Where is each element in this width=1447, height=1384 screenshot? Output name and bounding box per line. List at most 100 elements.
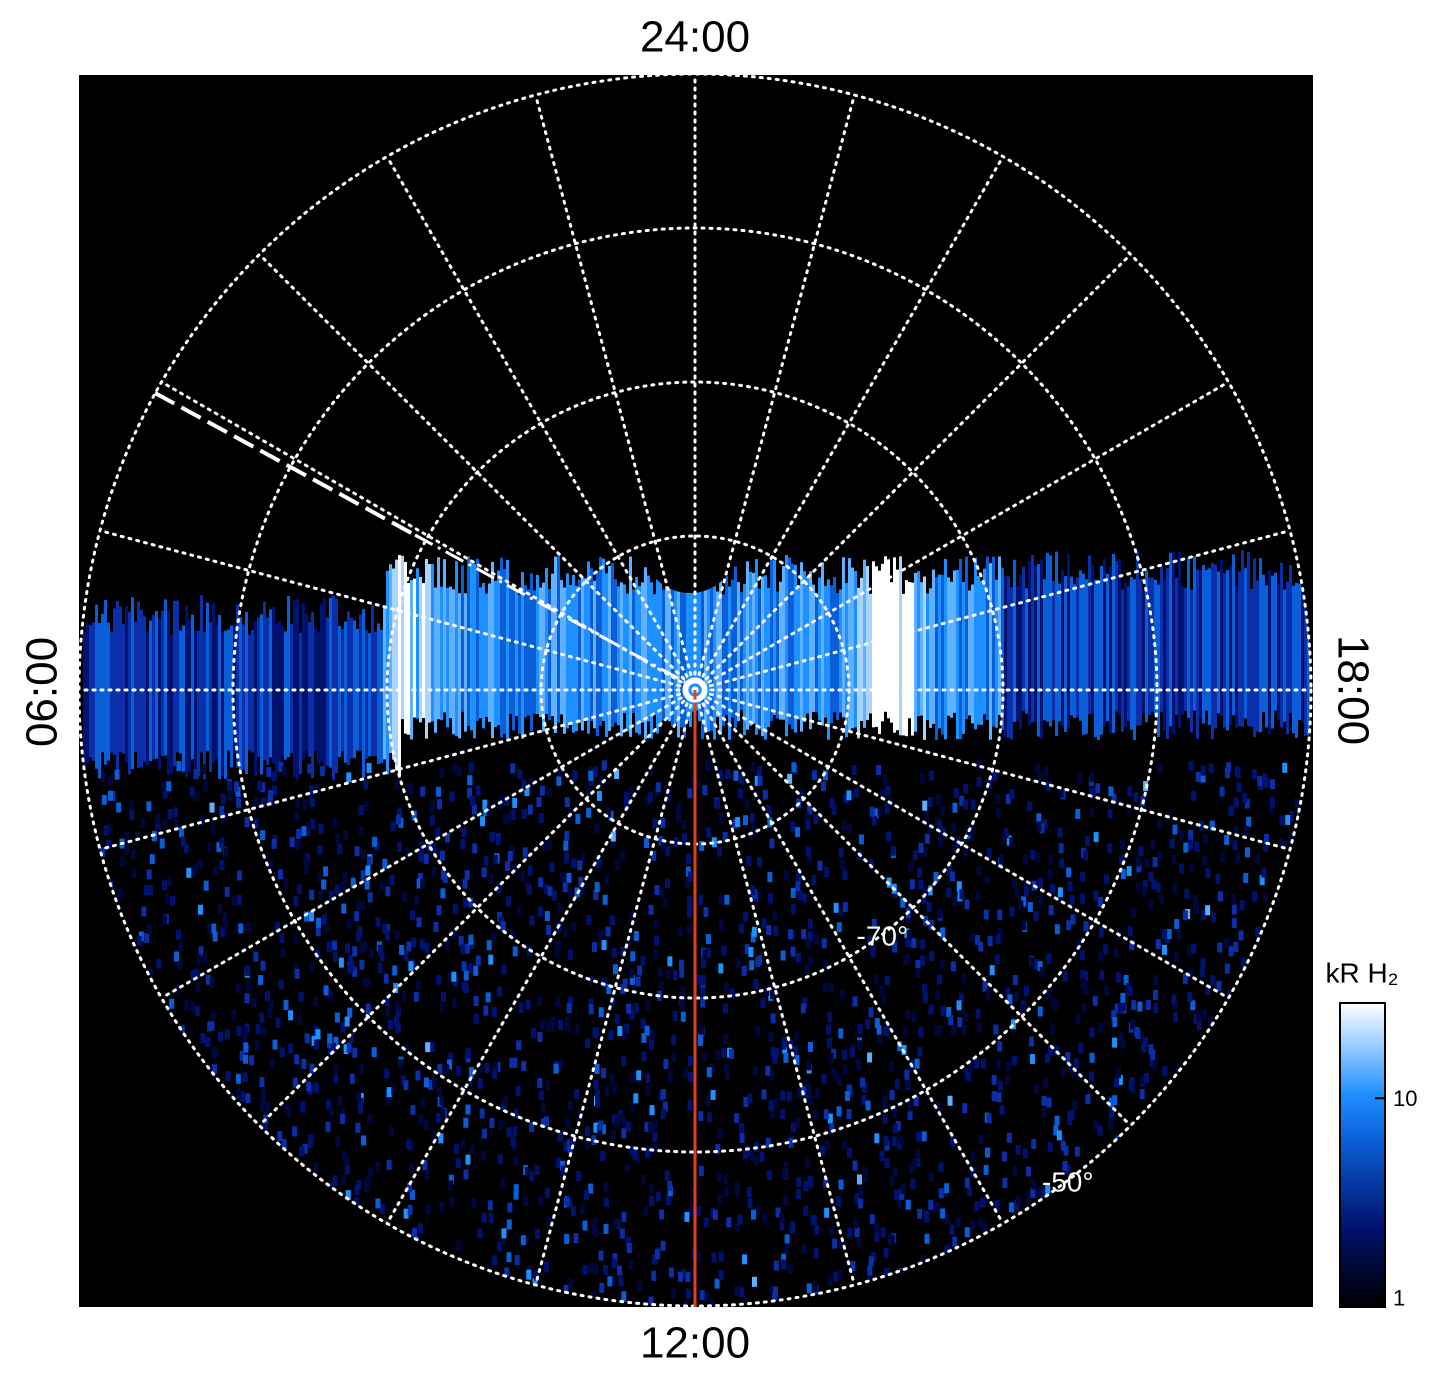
emission-speckle bbox=[805, 846, 811, 857]
emission-speckle bbox=[258, 975, 264, 986]
emission-speckle bbox=[946, 1006, 952, 1017]
emission-speckle bbox=[301, 1058, 307, 1069]
emission-streak bbox=[1172, 551, 1175, 735]
emission-streak bbox=[209, 622, 212, 773]
emission-speckle bbox=[246, 923, 252, 934]
emission-speckle bbox=[417, 872, 423, 883]
emission-speckle bbox=[614, 1117, 620, 1128]
emission-speckle bbox=[828, 1052, 834, 1063]
emission-speckle bbox=[667, 1186, 673, 1197]
emission-streak bbox=[452, 589, 455, 735]
emission-streak bbox=[935, 577, 938, 740]
emission-speckle bbox=[838, 1179, 844, 1190]
emission-speckle bbox=[87, 1309, 92, 1319]
colorbar-tick-label: 10 bbox=[1393, 1086, 1417, 1111]
emission-speckle bbox=[1043, 766, 1049, 777]
emission-speckle bbox=[626, 936, 632, 947]
emission-speckle bbox=[1045, 781, 1051, 792]
emission-streak bbox=[992, 556, 995, 727]
emission-streak bbox=[1019, 574, 1022, 730]
emission-speckle bbox=[527, 804, 533, 815]
emission-speckle bbox=[266, 767, 272, 778]
emission-speckle bbox=[394, 930, 400, 941]
emission-speckle bbox=[801, 929, 807, 940]
emission-speckle bbox=[107, 823, 113, 834]
emission-streak bbox=[458, 593, 461, 739]
emission-speckle bbox=[834, 1070, 840, 1081]
local-time-label: 18:00 bbox=[1328, 635, 1377, 745]
emission-speckle bbox=[525, 1167, 531, 1178]
emission-speckle bbox=[596, 858, 602, 869]
emission-speckle bbox=[995, 934, 1001, 945]
emission-speckle bbox=[265, 1101, 271, 1112]
emission-speckle bbox=[992, 771, 998, 782]
emission-speckle bbox=[1053, 1125, 1059, 1136]
emission-speckle bbox=[591, 1291, 597, 1302]
emission-streak bbox=[140, 609, 143, 768]
emission-speckle bbox=[116, 802, 122, 813]
emission-speckle bbox=[1120, 1000, 1126, 1011]
emission-speckle bbox=[847, 1147, 853, 1158]
emission-speckle bbox=[497, 1241, 503, 1252]
emission-speckle bbox=[779, 1212, 785, 1223]
emission-speckle bbox=[1041, 1107, 1047, 1118]
emission-speckle bbox=[795, 1117, 801, 1128]
emission-streak bbox=[869, 593, 872, 714]
emission-speckle bbox=[366, 856, 372, 867]
emission-speckle bbox=[1201, 1009, 1207, 1020]
emission-streak bbox=[116, 601, 119, 772]
emission-streak bbox=[659, 577, 662, 727]
emission-speckle bbox=[820, 1145, 826, 1156]
emission-speckle bbox=[804, 812, 810, 823]
emission-speckle bbox=[555, 940, 561, 951]
emission-speckle bbox=[217, 903, 223, 914]
emission-speckle bbox=[1232, 840, 1238, 851]
emission-speckle bbox=[593, 1079, 599, 1090]
emission-speckle bbox=[790, 1223, 796, 1234]
emission-speckle bbox=[437, 1063, 443, 1074]
emission-speckle bbox=[140, 818, 146, 829]
emission-speckle bbox=[606, 806, 612, 817]
emission-streak bbox=[776, 591, 779, 719]
emission-speckle bbox=[260, 1094, 266, 1105]
emission-streak bbox=[893, 557, 896, 733]
emission-speckle bbox=[193, 769, 199, 780]
emission-speckle bbox=[863, 1171, 869, 1182]
emission-streak bbox=[473, 564, 476, 739]
emission-streak bbox=[110, 631, 113, 753]
emission-speckle bbox=[1109, 1097, 1115, 1108]
emission-speckle bbox=[117, 888, 123, 899]
emission-speckle bbox=[761, 1213, 767, 1224]
emission-speckle bbox=[224, 886, 230, 897]
emission-speckle bbox=[865, 1019, 871, 1030]
emission-speckle bbox=[235, 983, 241, 994]
emission-speckle bbox=[350, 877, 356, 888]
emission-speckle bbox=[358, 1098, 364, 1109]
emission-streak bbox=[344, 621, 347, 763]
emission-speckle bbox=[433, 848, 439, 859]
emission-speckle bbox=[983, 1164, 989, 1175]
emission-speckle bbox=[595, 1097, 601, 1108]
emission-speckle bbox=[244, 993, 250, 1004]
emission-speckle bbox=[641, 1032, 647, 1043]
emission-speckle bbox=[664, 878, 670, 889]
emission-speckle bbox=[928, 919, 934, 930]
emission-speckle bbox=[983, 909, 989, 920]
emission-speckle bbox=[991, 1074, 997, 1085]
emission-speckle bbox=[231, 896, 237, 907]
emission-speckle bbox=[212, 1064, 218, 1075]
emission-speckle bbox=[1089, 771, 1095, 782]
emission-streak bbox=[389, 564, 392, 754]
emission-speckle bbox=[723, 1174, 729, 1185]
emission-speckle bbox=[939, 960, 945, 971]
emission-speckle bbox=[921, 893, 927, 904]
emission-speckle bbox=[544, 910, 550, 921]
emission-speckle bbox=[274, 922, 280, 933]
emission-speckle bbox=[1162, 928, 1168, 939]
emission-speckle bbox=[396, 841, 402, 852]
emission-speckle bbox=[917, 1208, 923, 1219]
emission-speckle bbox=[1226, 762, 1232, 773]
emission-streak bbox=[1238, 571, 1241, 727]
emission-speckle bbox=[212, 931, 218, 942]
emission-speckle bbox=[750, 762, 756, 773]
